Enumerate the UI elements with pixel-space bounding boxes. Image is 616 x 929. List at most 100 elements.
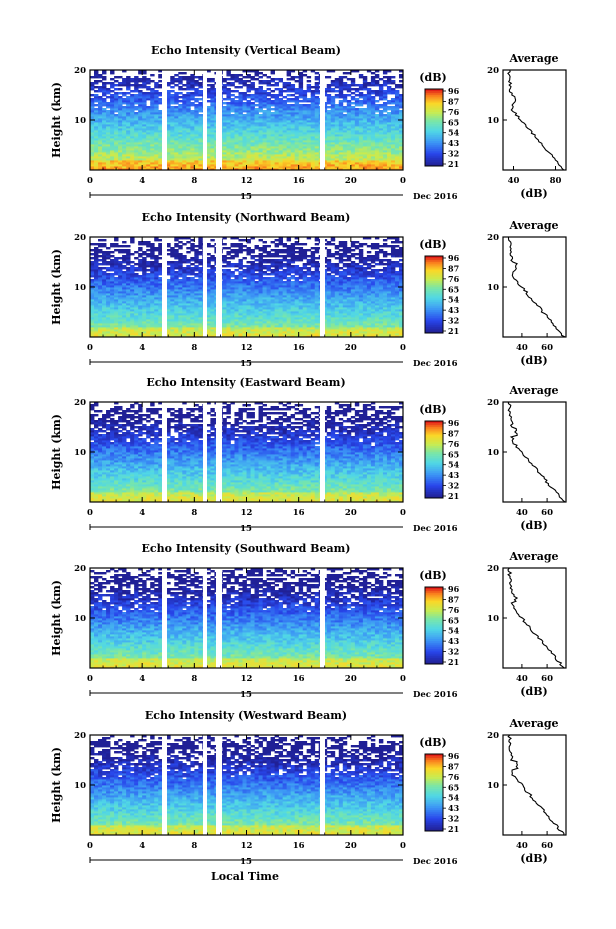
colorbar-tick-label: 54: [448, 626, 460, 636]
colorbar-tick-label: 96: [448, 86, 460, 96]
date-month-label: Dec 2016: [413, 359, 458, 369]
x-tick-label: 0: [87, 674, 93, 684]
y-tick-label: 10: [74, 116, 86, 126]
date-month-label: Dec 2016: [413, 192, 458, 202]
beam-panel-2: Echo Intensity (Eastward Beam) 0 4 8 12 16 20 0…: [50, 376, 567, 534]
colorbar-tick-label: 65: [448, 782, 459, 792]
x-tick-label: 20: [345, 508, 357, 518]
x-tick-label: 8: [191, 674, 197, 684]
colorbar-tick-label: 32: [448, 316, 459, 326]
colorbar-tick-label: 87: [448, 594, 459, 604]
y-axis-label: Height (km): [50, 249, 63, 325]
colorbar-title: (dB): [419, 736, 446, 749]
profile-y-tick-label: 20: [487, 398, 499, 408]
colorbar-title: (dB): [419, 403, 446, 416]
y-tick-label: 20: [74, 731, 86, 741]
colorbar-tick-label: 87: [448, 761, 459, 771]
data-gap: [203, 402, 207, 502]
x-tick-label: 16: [293, 841, 305, 851]
x-tick-label: 0: [87, 508, 93, 518]
date-day-label: 15: [240, 857, 252, 867]
average-profile-line: [507, 567, 565, 669]
profile-x-tick-label: 40: [516, 508, 528, 518]
y-axis-label: Height (km): [50, 82, 63, 158]
profile-y-tick-label: 20: [487, 731, 499, 741]
beam-panel-3: Echo Intensity (Southward Beam) 0 4 8 12 16 20…: [50, 542, 567, 700]
date-day-label: 15: [240, 192, 252, 202]
colorbar: [424, 586, 446, 665]
x-tick-label: 20: [345, 841, 357, 851]
data-gap: [216, 70, 222, 170]
y-tick-label: 20: [74, 233, 86, 243]
profile-x-tick-label: 40: [508, 176, 520, 186]
colorbar: [424, 753, 446, 832]
x-tick-label: 0: [87, 841, 93, 851]
colorbar-tick-label: 21: [448, 657, 459, 667]
x-tick-label: 16: [293, 176, 305, 186]
profile-y-tick-label: 20: [487, 233, 499, 243]
profile-title: Average: [508, 717, 558, 730]
x-tick-label: 12: [241, 841, 253, 851]
average-profile-line: [507, 69, 565, 171]
heatmap-image: [90, 70, 404, 171]
x-tick-label: 16: [293, 343, 305, 353]
average-profile-line: [507, 401, 566, 503]
beam-panel-1: Echo Intensity (Northward Beam) 0 4 8 12 16 20…: [50, 211, 567, 369]
colorbar-tick-label: 96: [448, 253, 460, 263]
data-gap: [162, 568, 167, 668]
x-tick-label: 8: [191, 343, 197, 353]
colorbar-tick-label: 87: [448, 428, 459, 438]
colorbar-tick-label: 96: [448, 751, 460, 761]
colorbar-tick-label: 87: [448, 263, 459, 273]
x-tick-label: 12: [241, 508, 253, 518]
data-gap: [320, 237, 325, 337]
profile-frame: [502, 236, 567, 338]
y-tick-label: 20: [74, 564, 86, 574]
x-tick-label: 4: [139, 508, 145, 518]
colorbar-title: (dB): [419, 238, 446, 251]
colorbar-tick-label: 65: [448, 615, 459, 625]
x-tick-label: 12: [241, 343, 253, 353]
colorbar-tick-label: 54: [448, 128, 460, 138]
profile-x-label: (dB): [520, 519, 547, 532]
date-day-label: 15: [240, 690, 252, 700]
panel-title: Echo Intensity (Southward Beam): [142, 542, 351, 555]
profile-y-tick-label: 10: [487, 781, 499, 791]
x-tick-label: 0: [87, 176, 93, 186]
data-gap: [320, 70, 325, 170]
data-gap: [320, 568, 325, 668]
colorbar-tick-label: 43: [448, 636, 460, 646]
profile-frame: [502, 734, 567, 836]
x-tick-label: 16: [293, 674, 305, 684]
colorbar-tick-label: 76: [448, 107, 460, 117]
profile-y-tick-label: 20: [487, 564, 499, 574]
x-tick-label: 0: [87, 343, 93, 353]
colorbar-tick-label: 54: [448, 793, 460, 803]
data-gap: [203, 568, 207, 668]
colorbar: [424, 88, 446, 167]
data-gap: [320, 402, 325, 502]
y-tick-label: 10: [74, 283, 86, 293]
average-profile-line: [507, 734, 565, 836]
colorbar-tick-label: 21: [448, 824, 459, 834]
x-tick-label: 12: [241, 176, 253, 186]
data-gap: [320, 735, 325, 835]
colorbar-tick-label: 32: [448, 647, 459, 657]
colorbar: [424, 420, 446, 499]
colorbar-title: (dB): [419, 569, 446, 582]
date-month-label: Dec 2016: [413, 690, 458, 700]
x-tick-label: 4: [139, 343, 145, 353]
x-tick-label: 20: [345, 343, 357, 353]
data-gap: [203, 70, 207, 170]
colorbar-tick-label: 21: [448, 491, 459, 501]
x-tick-label: 4: [139, 841, 145, 851]
colorbar-tick-label: 96: [448, 418, 460, 428]
y-axis-label: Height (km): [50, 747, 63, 823]
beam-panel-4: Echo Intensity (Westward Beam) 0 4 8 12 16 20 0…: [50, 709, 567, 867]
profile-y-tick-label: 10: [487, 116, 499, 126]
y-tick-label: 10: [74, 781, 86, 791]
colorbar-tick-label: 54: [448, 460, 460, 470]
colorbar-tick-label: 32: [448, 481, 459, 491]
x-tick-label: 20: [345, 176, 357, 186]
y-tick-label: 20: [74, 398, 86, 408]
